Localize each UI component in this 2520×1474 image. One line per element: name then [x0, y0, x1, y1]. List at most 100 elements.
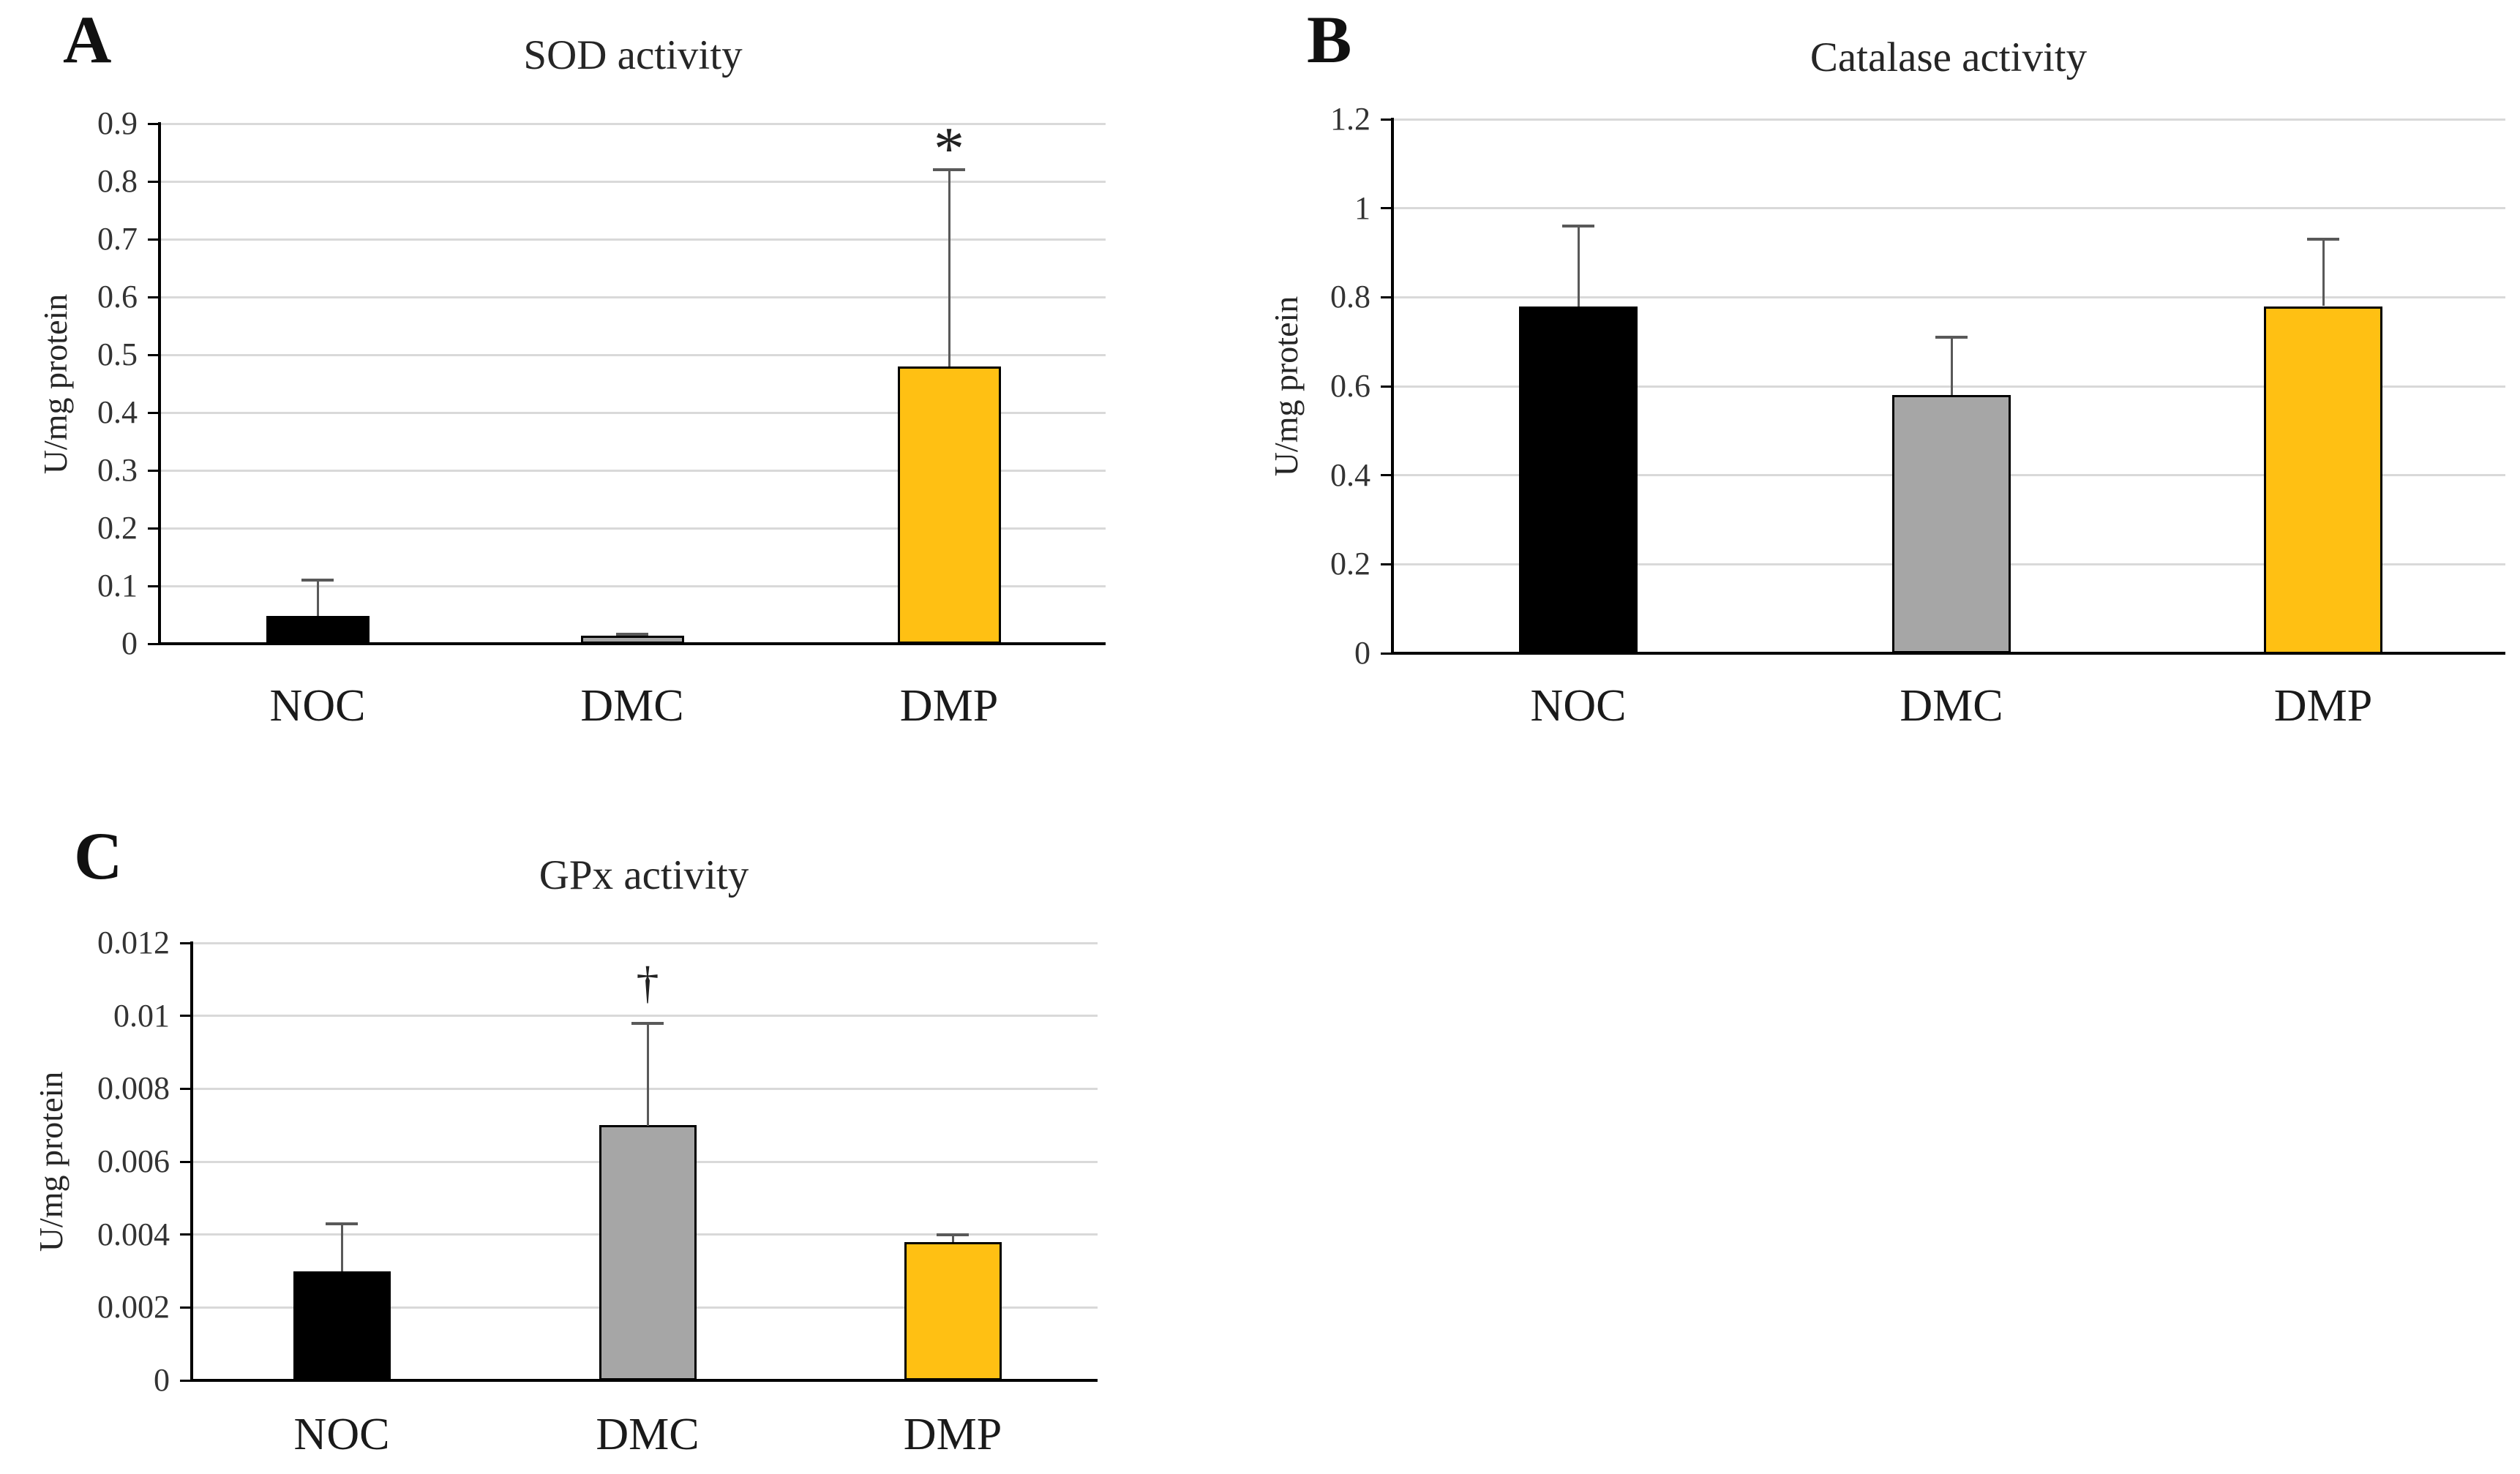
y-tick-label: 0.006 [97, 1143, 170, 1179]
y-tick-label: 0.3 [97, 452, 138, 488]
error-bar-cap [933, 168, 965, 171]
gridline [160, 123, 1106, 125]
y-tick-mark [148, 643, 160, 645]
y-tick-mark [180, 942, 192, 944]
y-tick-label: 0.2 [1330, 546, 1370, 582]
x-category-label-noc: NOC [293, 1410, 390, 1459]
y-tick-mark [180, 1306, 192, 1309]
bar-dmc [1892, 395, 2011, 653]
y-tick-label: 0.012 [97, 925, 170, 960]
y-tick-label: 0 [1354, 635, 1370, 671]
x-axis-line [1391, 652, 2505, 655]
y-tick-label: 0.4 [97, 394, 138, 430]
gridline [160, 354, 1106, 356]
y-tick-mark [180, 1161, 192, 1163]
y-tick-mark [180, 1088, 192, 1090]
y-tick-label: 0.8 [97, 163, 138, 199]
error-bar-line [341, 1224, 343, 1271]
y-tick-mark [1381, 119, 1392, 121]
y-tick-label: 0.004 [97, 1217, 170, 1252]
y-tick-mark [180, 1233, 192, 1236]
bar-noc [293, 1271, 391, 1381]
y-tick-mark [148, 527, 160, 530]
gridline [160, 527, 1106, 530]
gridline [160, 470, 1106, 472]
y-tick-label: 0.9 [97, 105, 138, 141]
y-tick-mark [1381, 386, 1392, 388]
gridline [192, 1015, 1098, 1017]
x-category-label-dmc: DMC [596, 1410, 700, 1459]
x-category-label-noc: NOC [1530, 681, 1627, 731]
y-tick-label: 0.5 [97, 336, 138, 372]
error-bar-line [952, 1235, 954, 1242]
error-bar-line [1578, 226, 1580, 307]
gridline [1392, 207, 2505, 209]
bar-noc [266, 616, 370, 644]
bar-dmp [2264, 307, 2382, 654]
y-tick-mark [148, 181, 160, 183]
y-tick-mark [1381, 296, 1392, 298]
x-category-label-dmp: DMP [903, 1410, 1002, 1459]
gridline [160, 585, 1106, 587]
x-category-label-dmp: DMP [899, 681, 999, 731]
y-tick-mark [1381, 563, 1392, 565]
y-tick-mark [148, 238, 160, 241]
y-tick-label: 0.01 [113, 998, 170, 1034]
gridline [192, 1088, 1098, 1090]
y-tick-mark [1381, 474, 1392, 476]
y-tick-label: 0.7 [97, 221, 138, 257]
y-tick-mark [148, 354, 160, 356]
panel-letter-b: B [1307, 2, 1352, 77]
y-axis-line [158, 122, 161, 645]
error-bar-line [1951, 337, 1953, 395]
gridline [1392, 296, 2505, 298]
x-axis-line [190, 1379, 1098, 1382]
x-category-label-dmp: DMP [2273, 681, 2373, 731]
y-tick-mark [180, 1380, 192, 1382]
significance-dagger: † [636, 958, 659, 1008]
error-bar-cap [1562, 225, 1594, 228]
gridline [192, 942, 1098, 944]
y-axis-line [1391, 118, 1394, 655]
y-tick-mark [148, 123, 160, 125]
gridline [1392, 386, 2505, 388]
error-bar-line [948, 170, 950, 366]
chart-title: SOD activity [523, 32, 743, 78]
bar-dmc [599, 1125, 697, 1380]
y-tick-mark [148, 412, 160, 414]
y-tick-mark [180, 1015, 192, 1017]
chart-title: GPx activity [539, 852, 749, 898]
chart-title: Catalase activity [1810, 34, 2088, 80]
gridline [160, 412, 1106, 414]
gridline [1392, 119, 2505, 121]
y-tick-label: 0 [154, 1362, 170, 1398]
y-tick-label: 1 [1354, 190, 1370, 226]
gridline [160, 238, 1106, 241]
y-axis-line [190, 941, 193, 1382]
error-bar-cap [326, 1222, 358, 1225]
x-axis-line [158, 642, 1106, 645]
y-tick-label: 0.008 [97, 1070, 170, 1106]
y-tick-label: 0.8 [1330, 279, 1370, 315]
x-category-label-dmc: DMC [1900, 681, 2003, 731]
panel-letter-c: C [74, 819, 123, 893]
error-bar-cap [616, 633, 648, 636]
significance-asterisk: * [934, 115, 964, 183]
error-bar-cap [301, 579, 334, 582]
error-bar-cap [937, 1233, 969, 1236]
y-tick-label: 0.6 [97, 279, 138, 315]
y-tick-label: 0.6 [1330, 368, 1370, 404]
bar-noc [1519, 307, 1638, 654]
gridline [160, 296, 1106, 298]
bar-dmp [904, 1242, 1002, 1380]
panel-letter-a: A [63, 2, 112, 77]
gridline [160, 181, 1106, 183]
y-tick-mark [148, 470, 160, 472]
error-bar-cap [1935, 336, 1968, 339]
y-tick-mark [148, 296, 160, 298]
y-tick-label: 0.2 [97, 510, 138, 546]
error-bar-line [2322, 239, 2325, 306]
error-bar-line [647, 1023, 649, 1126]
x-category-label-noc: NOC [269, 681, 366, 731]
